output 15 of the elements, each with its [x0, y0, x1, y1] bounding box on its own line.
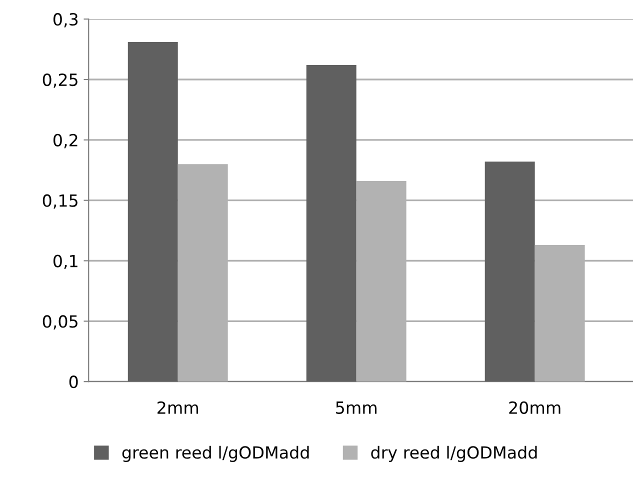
y-tick-label: 0 [69, 376, 78, 388]
y-tick-label: 0,3 [53, 13, 78, 28]
y-tick-label: 0,2 [53, 134, 78, 148]
bar [128, 42, 178, 382]
x-tick-label: 20mm [509, 401, 560, 414]
y-tick-label: 0,1 [53, 254, 78, 270]
y-tick-label: 0,15 [42, 194, 78, 209]
legend-label: dry reed l/gODMadd [371, 446, 537, 462]
x-tick-label: 2mm [158, 401, 198, 414]
y-tick-label: 0,05 [42, 315, 78, 330]
bar [484, 162, 535, 382]
legend-label: green reed l/gODMadd [122, 446, 309, 462]
x-tick-label: 5mm [336, 402, 376, 414]
bar [306, 65, 356, 382]
y-tick-label: 0,25 [42, 73, 78, 88]
